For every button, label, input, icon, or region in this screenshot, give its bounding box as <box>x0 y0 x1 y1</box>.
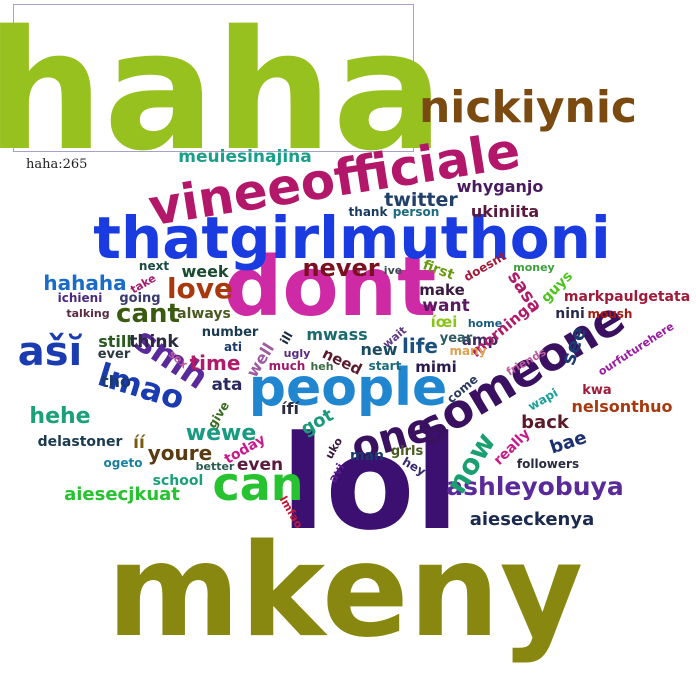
cloud-word[interactable]: back <box>521 412 570 433</box>
cloud-word[interactable]: better <box>196 460 235 473</box>
cloud-word[interactable]: man <box>350 448 384 464</box>
cloud-word[interactable]: person <box>393 205 440 219</box>
cloud-word[interactable]: aieseckenya <box>470 509 595 530</box>
cloud-word[interactable]: tho <box>101 372 131 391</box>
cloud-word[interactable]: nelsonthuo <box>571 397 672 416</box>
cloud-word[interactable]: ata <box>211 375 242 395</box>
cloud-word[interactable]: next <box>139 259 169 273</box>
cloud-word[interactable]: make <box>419 281 465 299</box>
cloud-word[interactable]: week <box>181 262 228 281</box>
cloud-word[interactable]: ever <box>98 347 131 362</box>
cloud-word[interactable]: money <box>513 261 554 274</box>
cloud-word[interactable]: ífí <box>281 399 300 418</box>
cloud-word[interactable]: never <box>302 254 379 282</box>
cloud-word[interactable]: girls <box>391 444 424 459</box>
cloud-word[interactable]: mimi <box>415 358 457 376</box>
cloud-word[interactable]: followers <box>517 457 579 471</box>
cloud-word[interactable]: home <box>468 317 502 330</box>
cloud-word[interactable]: life <box>402 334 438 358</box>
cloud-word[interactable]: ichieni <box>58 291 103 305</box>
cloud-word[interactable]: markpaulgetata <box>564 289 690 305</box>
cloud-word[interactable]: hehe <box>29 404 90 429</box>
cloud-word[interactable]: always <box>177 306 231 322</box>
cloud-word[interactable]: whyganjo <box>457 177 544 196</box>
cloud-word[interactable]: talking <box>66 307 109 320</box>
cloud-word[interactable]: meuiesinajina <box>178 147 311 167</box>
cloud-word[interactable]: ive <box>384 264 402 277</box>
cloud-word[interactable]: thank <box>349 205 389 219</box>
cloud-word[interactable]: number <box>202 325 259 340</box>
cloud-word[interactable]: ati <box>224 340 242 354</box>
cloud-word[interactable]: mwass <box>306 325 367 344</box>
cloud-word[interactable]: kwa <box>582 383 611 398</box>
cloud-word[interactable]: school <box>153 473 204 489</box>
cloud-word[interactable]: ašĭ <box>18 329 83 375</box>
cloud-word[interactable]: íí <box>133 433 146 453</box>
cloud-word[interactable]: nickiynic <box>419 82 637 133</box>
cloud-word[interactable]: time <box>190 351 241 375</box>
cloud-word[interactable]: moush <box>588 307 633 321</box>
cloud-word[interactable]: heh <box>310 360 333 373</box>
cloud-word[interactable]: íœi <box>431 313 458 331</box>
cloud-word[interactable]: many <box>450 344 487 358</box>
cloud-word[interactable]: ukiniita <box>471 202 539 221</box>
cloud-word[interactable]: ogeto <box>104 456 143 470</box>
cloud-word[interactable]: much <box>269 359 306 373</box>
cloud-word[interactable]: delastoner <box>38 434 123 450</box>
cloud-word[interactable]: nini <box>555 306 585 322</box>
cloud-word[interactable]: start <box>369 359 402 373</box>
